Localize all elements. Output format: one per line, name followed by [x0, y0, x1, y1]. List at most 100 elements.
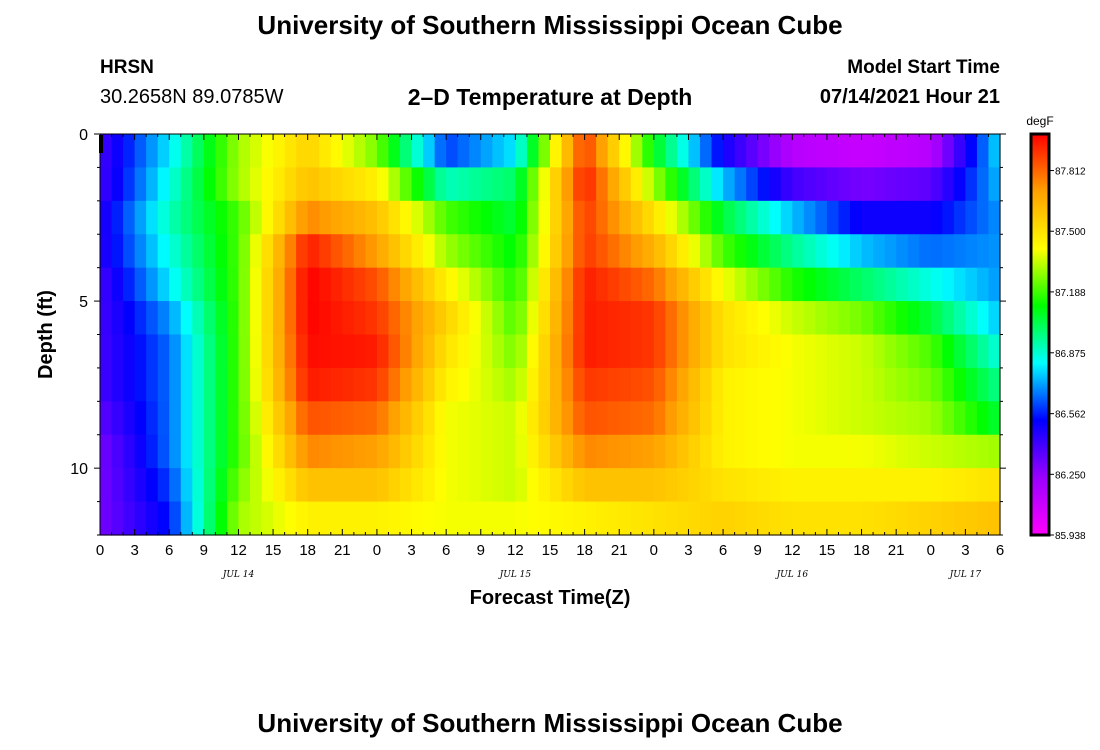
heatmap-cell — [803, 200, 816, 235]
heatmap-cell — [342, 134, 355, 169]
x-tick-label: 3 — [961, 542, 969, 559]
heatmap-cell — [723, 301, 736, 336]
heatmap-cell — [861, 234, 874, 269]
heatmap-cell — [780, 167, 793, 202]
heatmap-cell — [515, 468, 528, 503]
heatmap-cell — [192, 367, 205, 402]
heatmap-cell — [284, 401, 297, 436]
heatmap-cell — [896, 167, 909, 202]
heatmap-cell — [538, 134, 551, 169]
heatmap-cell — [353, 367, 366, 402]
heatmap-cell — [123, 401, 136, 436]
heatmap-cell — [123, 200, 136, 235]
heatmap-cell — [850, 234, 863, 269]
heatmap-cell — [515, 200, 528, 235]
x-tick-label: 9 — [200, 542, 208, 559]
y-tick-label: 5 — [79, 294, 88, 311]
heatmap-cell — [746, 367, 759, 402]
heatmap-cell — [365, 334, 378, 369]
heatmap-cell — [446, 434, 459, 469]
heatmap-cell — [446, 501, 459, 536]
heatmap-cell — [515, 334, 528, 369]
heatmap-cell — [100, 434, 113, 469]
heatmap-cell — [815, 334, 828, 369]
heatmap-cell — [434, 134, 447, 169]
heatmap-cell — [515, 267, 528, 302]
heatmap-cell — [746, 434, 759, 469]
heatmap-cell — [965, 434, 978, 469]
heatmap-cell — [665, 301, 678, 336]
heatmap-cell — [919, 401, 932, 436]
date-label: JUL 16 — [775, 570, 809, 580]
heatmap-cell — [734, 167, 747, 202]
heatmap-cell — [919, 367, 932, 402]
x-tick-label: 21 — [334, 542, 351, 559]
heatmap-cell — [919, 468, 932, 503]
heatmap-cell — [711, 167, 724, 202]
heatmap-cell — [261, 234, 274, 269]
heatmap-cell — [203, 334, 216, 369]
heatmap-cell — [573, 301, 586, 336]
heatmap-cell — [596, 501, 609, 536]
heatmap-cell — [388, 267, 401, 302]
heatmap-cell — [803, 301, 816, 336]
heatmap-cell — [296, 167, 309, 202]
heatmap-cell — [146, 134, 159, 169]
heatmap-cell — [850, 401, 863, 436]
heatmap-cell — [584, 267, 597, 302]
heatmap-cell — [976, 134, 990, 169]
heatmap-cell — [792, 234, 805, 269]
heatmap-cell — [365, 200, 378, 235]
heatmap-cell — [400, 134, 413, 169]
heatmap-cell — [815, 134, 828, 169]
heatmap-cell — [319, 234, 332, 269]
heatmap-cell — [457, 301, 470, 336]
heatmap-cell — [169, 301, 182, 336]
heatmap-cell — [526, 334, 540, 369]
heatmap-cell — [330, 134, 343, 169]
heatmap-cell — [642, 367, 655, 402]
heatmap-cell — [238, 367, 251, 402]
heatmap-cell — [953, 267, 966, 302]
heatmap-cell — [423, 468, 436, 503]
heatmap-cell — [226, 367, 240, 402]
heatmap-cell — [930, 334, 943, 369]
heatmap-cell — [273, 267, 286, 302]
heatmap-cell — [688, 334, 701, 369]
heatmap-cell — [169, 134, 182, 169]
heatmap-cell — [850, 267, 863, 302]
heatmap-cell — [123, 301, 136, 336]
heatmap-cell — [503, 301, 516, 336]
heatmap-cell — [434, 334, 447, 369]
heatmap-cell — [388, 434, 401, 469]
heatmap-cell — [688, 501, 701, 536]
heatmap-cell — [169, 468, 182, 503]
heatmap-cell — [180, 434, 193, 469]
heatmap-cell — [192, 334, 205, 369]
heatmap-cell — [919, 134, 932, 169]
heatmap-cell — [480, 134, 493, 169]
heatmap-cell — [942, 334, 955, 369]
heatmap-cell — [757, 200, 770, 235]
heatmap-cell — [676, 134, 690, 169]
heatmap-cell — [273, 468, 286, 503]
heatmap-cell — [919, 167, 932, 202]
heatmap-cell — [596, 334, 609, 369]
x-tick-label: 15 — [542, 542, 559, 559]
heatmap-cell — [711, 468, 724, 503]
heatmap-cell — [619, 501, 632, 536]
heatmap-cell — [480, 167, 493, 202]
heatmap-cell — [261, 434, 274, 469]
heatmap-cell — [157, 434, 170, 469]
heatmap-cell — [665, 468, 678, 503]
heatmap-cell — [180, 401, 193, 436]
heatmap-cell — [757, 234, 770, 269]
heatmap-cell — [861, 200, 874, 235]
heatmap-cell — [619, 234, 632, 269]
heatmap-cell — [642, 301, 655, 336]
heatmap-cell — [826, 167, 840, 202]
heatmap-cell — [630, 367, 643, 402]
heatmap-cell — [884, 468, 897, 503]
x-tick-label: 0 — [96, 542, 104, 559]
x-tick-label: 12 — [507, 542, 524, 559]
